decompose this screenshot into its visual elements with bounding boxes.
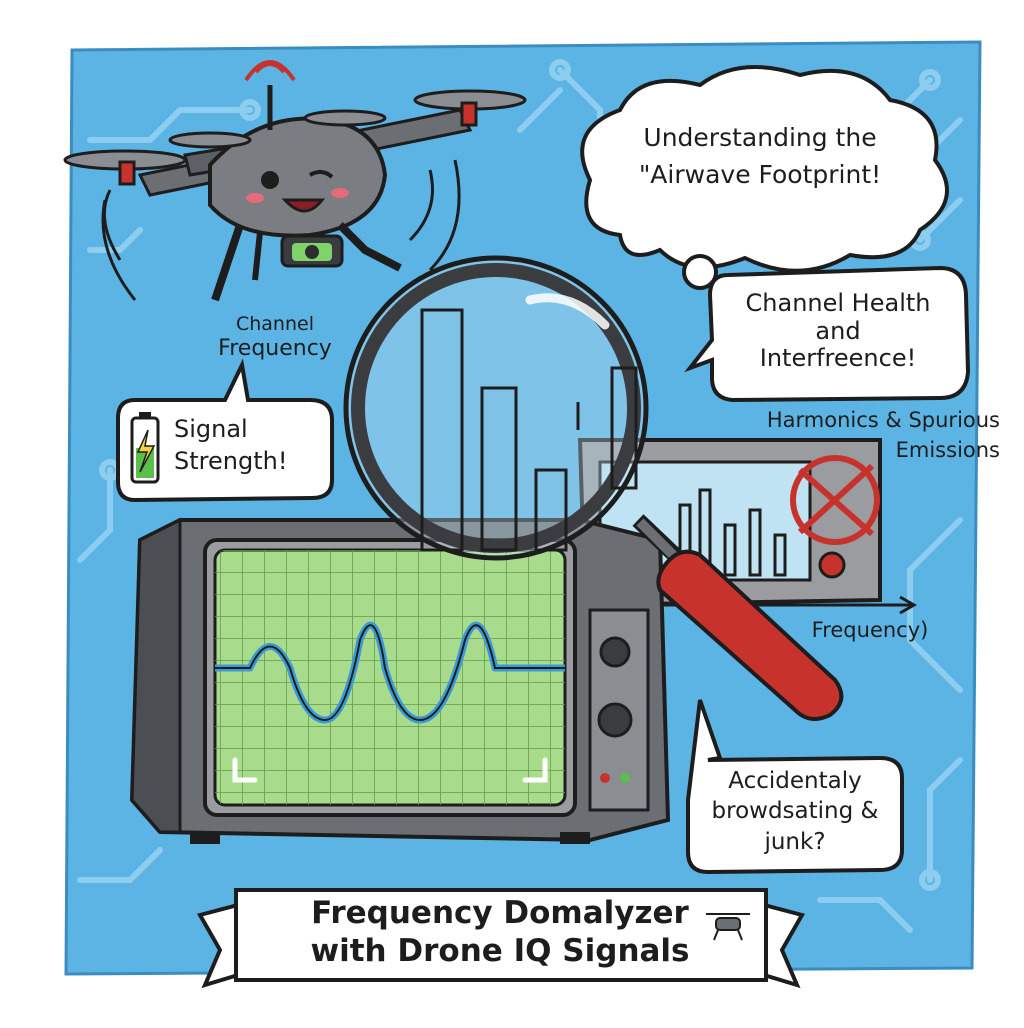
- accident-line-3: junk?: [764, 828, 826, 855]
- drone: [63, 60, 527, 302]
- signal-line-1: Signal: [174, 415, 248, 443]
- harmonics-line-2: Emissions: [895, 438, 1000, 463]
- harmonics-label: Harmonics & Spurious Emissions: [690, 408, 1000, 462]
- signal-line-2: Strength!: [174, 446, 288, 475]
- frequency-axis-label: Frequency): [811, 618, 929, 642]
- health-line-2: and: [815, 316, 861, 345]
- banner-line-1: Frequency Domalyzer: [311, 895, 689, 931]
- magnifying-glass: [343, 255, 844, 721]
- banner-line-2: with Drone IQ Signals: [310, 932, 690, 969]
- thought-line-2: "Airwave Footprint!: [638, 159, 882, 189]
- harmonics-line-1: Harmonics & Spurious: [766, 408, 1000, 432]
- thought-bubble-text: Understanding the "Airwave Footprint!: [600, 123, 920, 190]
- health-bubble-text: Channel Health and Interfreence!: [714, 289, 962, 373]
- thought-bubble: [580, 65, 949, 290]
- no-interference-icon: [790, 455, 880, 545]
- accident-bubble: [686, 699, 904, 875]
- accident-bubble-text: Accidentaly browdsating & junk?: [692, 768, 898, 855]
- banner: [196, 888, 806, 989]
- accident-line-2: browdsating &: [711, 798, 879, 825]
- accident-line-1: Accidentaly: [728, 768, 862, 794]
- lightning-icon: [136, 429, 156, 473]
- channel-frequency-label: Channel Frequency: [200, 313, 350, 361]
- health-bubble: [684, 265, 971, 403]
- battery-icon: [130, 412, 160, 484]
- health-line-3: Interfreence!: [759, 344, 917, 373]
- oscilloscope: [129, 517, 671, 844]
- signal-strength-text: Signal Strength!: [174, 415, 324, 475]
- channel-line-1: Channel: [235, 313, 314, 335]
- antenna-signal-icon: [244, 60, 296, 82]
- mini-drone-icon: [706, 913, 750, 941]
- channel-line-2: Frequency: [218, 335, 332, 361]
- signal-bubble: [116, 358, 334, 503]
- health-line-1: Channel Health: [745, 289, 931, 317]
- banner-title: Frequency Domalyzer with Drone IQ Signal…: [240, 895, 760, 969]
- thought-line-1: Understanding the: [643, 123, 877, 152]
